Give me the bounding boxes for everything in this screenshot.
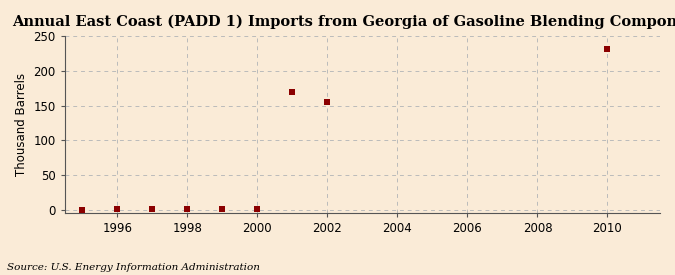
Text: Source: U.S. Energy Information Administration: Source: U.S. Energy Information Administ… <box>7 263 260 272</box>
Y-axis label: Thousand Barrels: Thousand Barrels <box>15 73 28 176</box>
Point <box>77 208 88 212</box>
Point <box>182 207 193 211</box>
Point <box>217 207 227 211</box>
Point <box>252 207 263 211</box>
Title: Annual East Coast (PADD 1) Imports from Georgia of Gasoline Blending Components: Annual East Coast (PADD 1) Imports from … <box>12 15 675 29</box>
Point <box>322 100 333 104</box>
Point <box>147 207 158 211</box>
Point <box>602 46 613 51</box>
Point <box>287 89 298 94</box>
Point <box>112 207 123 211</box>
